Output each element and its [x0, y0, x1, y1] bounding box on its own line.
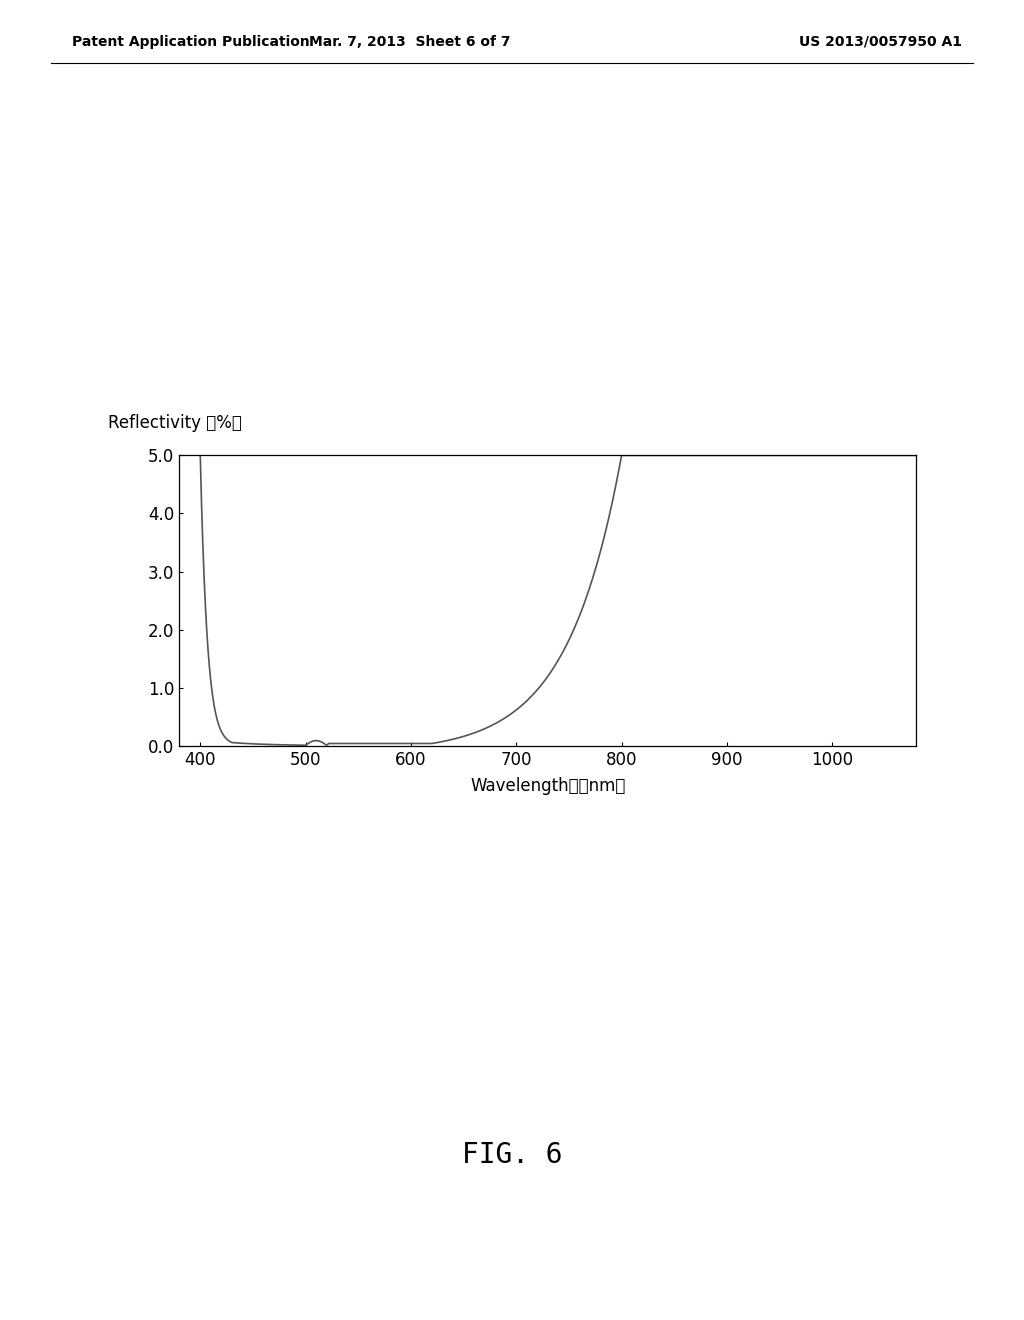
Text: Mar. 7, 2013  Sheet 6 of 7: Mar. 7, 2013 Sheet 6 of 7 — [309, 34, 510, 49]
Text: US 2013/0057950 A1: US 2013/0057950 A1 — [799, 34, 962, 49]
Text: Reflectivity （%）: Reflectivity （%） — [108, 413, 242, 432]
X-axis label: Wavelength　（nm）: Wavelength （nm） — [470, 777, 626, 795]
Text: Patent Application Publication: Patent Application Publication — [72, 34, 309, 49]
Text: FIG. 6: FIG. 6 — [462, 1140, 562, 1170]
